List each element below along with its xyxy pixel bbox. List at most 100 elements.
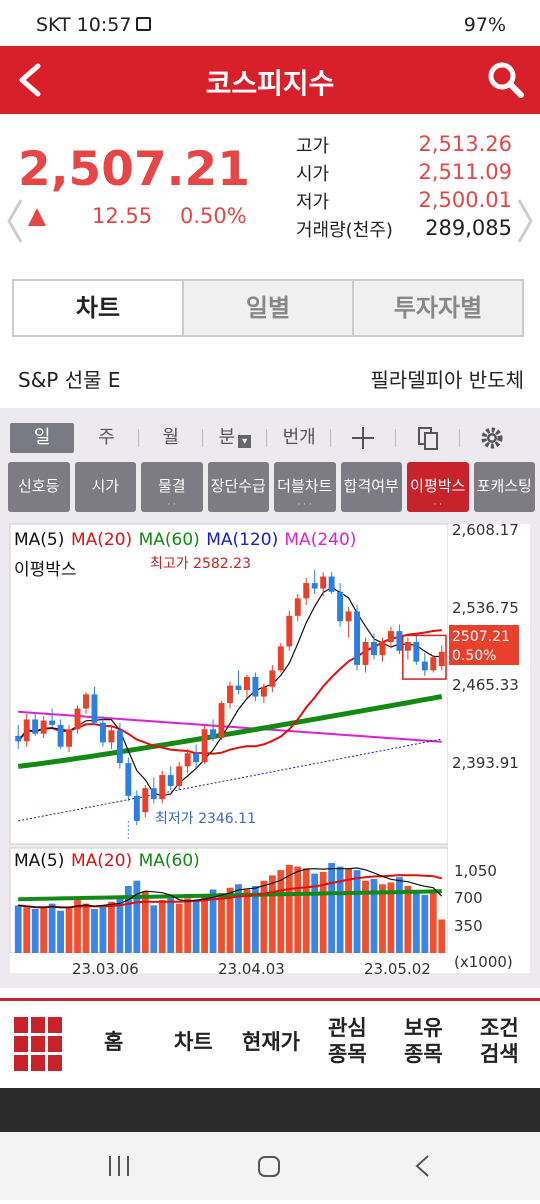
- volume-bar: [294, 866, 302, 953]
- period-day[interactable]: 일: [10, 423, 75, 453]
- candle-body: [320, 576, 327, 589]
- volume-bar: [57, 910, 64, 953]
- volume-bar: [260, 880, 268, 953]
- nav-holdings[interactable]: 보유 종목: [404, 1016, 443, 1066]
- volume-bar: [124, 885, 132, 953]
- volume-bar: [421, 894, 429, 953]
- indicator-button[interactable]: 시가: [74, 462, 136, 512]
- indicator-button[interactable]: 합격여부: [340, 462, 402, 512]
- price-legend-item: MA(60): [139, 530, 200, 550]
- volume-bar: [345, 868, 352, 953]
- candle-body: [57, 724, 64, 747]
- period-minute[interactable]: 분 ▾: [203, 423, 267, 453]
- vol-ma20-line: [18, 874, 443, 909]
- volume-legend-item: MA(60): [139, 851, 200, 871]
- candle-body: [387, 631, 394, 642]
- candle-body: [167, 775, 174, 786]
- price-legend-item: MA(240): [284, 530, 356, 550]
- candle-body: [430, 657, 437, 671]
- search-icon[interactable]: [486, 60, 526, 100]
- candle-body: [23, 719, 30, 742]
- price-volume-chart[interactable]: 최고가 2582.23 최저가 2346.11 MA(5) MA(20) MA(60) M…: [0, 408, 540, 988]
- copy-share-icon[interactable]: [396, 423, 460, 453]
- crosshair-icon[interactable]: [331, 423, 396, 453]
- candle-body: [303, 583, 310, 599]
- menu-grid-icon[interactable]: [14, 1017, 64, 1073]
- candle-body: [150, 788, 157, 800]
- candle-body: [184, 753, 191, 767]
- related-sox[interactable]: 필라델피아 반도체: [370, 368, 524, 392]
- ma5-line: [17, 587, 442, 797]
- volume-legend-item: MA(20): [71, 851, 132, 871]
- volume-bar: [226, 887, 234, 953]
- current-price-tag: [449, 625, 519, 665]
- indicator-button[interactable]: 더블차트 · · ·: [274, 462, 336, 512]
- bottom-navigation: 홈 차트 현재가 관심 종목 보유 종목 조건 검색: [0, 998, 540, 1088]
- status-bar: SKT 10:57 97%: [0, 0, 540, 46]
- period-selector: 일 주 월 분 ▾ 번개: [10, 420, 524, 456]
- candle-body: [354, 611, 361, 665]
- period-week[interactable]: 주: [74, 423, 139, 453]
- nav-home[interactable]: 홈: [104, 1030, 124, 1054]
- price-legend-item: MA(120): [206, 530, 278, 550]
- vol-ma5-line: [18, 867, 443, 909]
- volume-bar: [116, 895, 124, 953]
- back-icon[interactable]: [415, 1155, 429, 1177]
- candle-body: [218, 703, 225, 738]
- candle-body: [66, 729, 73, 747]
- period-month[interactable]: 월: [139, 423, 203, 453]
- tab-chart[interactable]: 차트: [12, 279, 184, 337]
- gallery-notification-icon: [136, 17, 151, 31]
- volume-bar: [175, 903, 183, 953]
- volume-bar: [412, 891, 420, 953]
- volume-bar: [353, 870, 361, 953]
- back-arrow-icon[interactable]: [14, 60, 48, 100]
- candle-body: [252, 676, 259, 697]
- gear-icon[interactable]: [460, 423, 524, 453]
- candle-body: [337, 591, 344, 622]
- volume-bar: [285, 864, 293, 953]
- indicator-button[interactable]: 장단수급: [207, 462, 269, 512]
- nav-chart[interactable]: 차트: [174, 1030, 213, 1054]
- volume-bar: [31, 908, 39, 953]
- next-arrow-icon[interactable]: [516, 198, 534, 244]
- indicator-button[interactable]: 신호등: [8, 462, 70, 512]
- stat-volume: 거래량(천주) 289,085: [296, 216, 512, 241]
- prev-arrow-icon[interactable]: [6, 198, 24, 244]
- indicator-button[interactable]: 이평박스 · ·: [407, 462, 469, 512]
- home-icon[interactable]: [258, 1156, 280, 1177]
- nav-screener[interactable]: 조건 검색: [480, 1016, 519, 1066]
- candle-body: [32, 719, 39, 734]
- price-y-tick: 2,465.33: [452, 676, 519, 694]
- price-change-percent: 0.50%: [180, 204, 247, 228]
- volume-bar: [184, 898, 192, 953]
- volume-bar: [158, 900, 166, 953]
- candle-body: [421, 661, 428, 671]
- x-axis-tick: 23.03.06: [72, 960, 139, 978]
- candle-body: [404, 642, 411, 651]
- volume-bar: [387, 882, 395, 953]
- price-y-tick: 2,393.91: [452, 754, 519, 772]
- indicator-button[interactable]: 물결 · ·: [141, 462, 203, 512]
- indicator-bar: 신호등 시가 물결 · · 장단수급 더블차트 · · · 합격여부 이평박스 · · 포캐스팅: [8, 462, 540, 512]
- volume-bar: [268, 875, 276, 953]
- candle-body: [201, 729, 208, 762]
- app-header: 코스피지수: [0, 46, 540, 114]
- indicator-button[interactable]: 포캐스팅: [473, 462, 535, 512]
- candle-body: [193, 753, 200, 762]
- volume-bar: [48, 903, 56, 953]
- volume-bar: [218, 893, 225, 953]
- nav-watchlist[interactable]: 관심 종목: [328, 1016, 367, 1066]
- period-lightning[interactable]: 번개: [267, 423, 332, 453]
- related-sp-futures[interactable]: S&P 선물 E: [18, 368, 121, 392]
- volume-y-tick: (x1000): [454, 953, 513, 971]
- nav-current-price[interactable]: 현재가: [242, 1030, 300, 1054]
- ma-box-label: 이평박스: [14, 560, 77, 580]
- volume-bar: [150, 905, 158, 953]
- volume-bar: [82, 903, 90, 953]
- recent-apps-icon[interactable]: [109, 1156, 129, 1176]
- tab-daily[interactable]: 일별: [182, 279, 354, 337]
- stat-low: 저가 2,500.01: [296, 188, 512, 213]
- tab-investor[interactable]: 투자자별: [352, 279, 524, 337]
- x-axis-tick: 23.04.03: [218, 960, 285, 978]
